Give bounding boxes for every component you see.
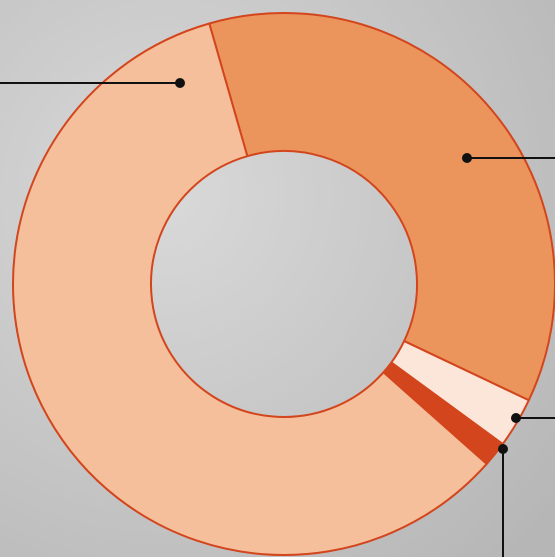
callout-dot <box>498 444 508 454</box>
callout-dot <box>175 78 185 88</box>
callouts <box>0 78 555 557</box>
donut-slice <box>208 12 555 402</box>
donut <box>12 12 555 556</box>
callout-dot <box>511 413 521 423</box>
callout-dot <box>462 153 472 163</box>
